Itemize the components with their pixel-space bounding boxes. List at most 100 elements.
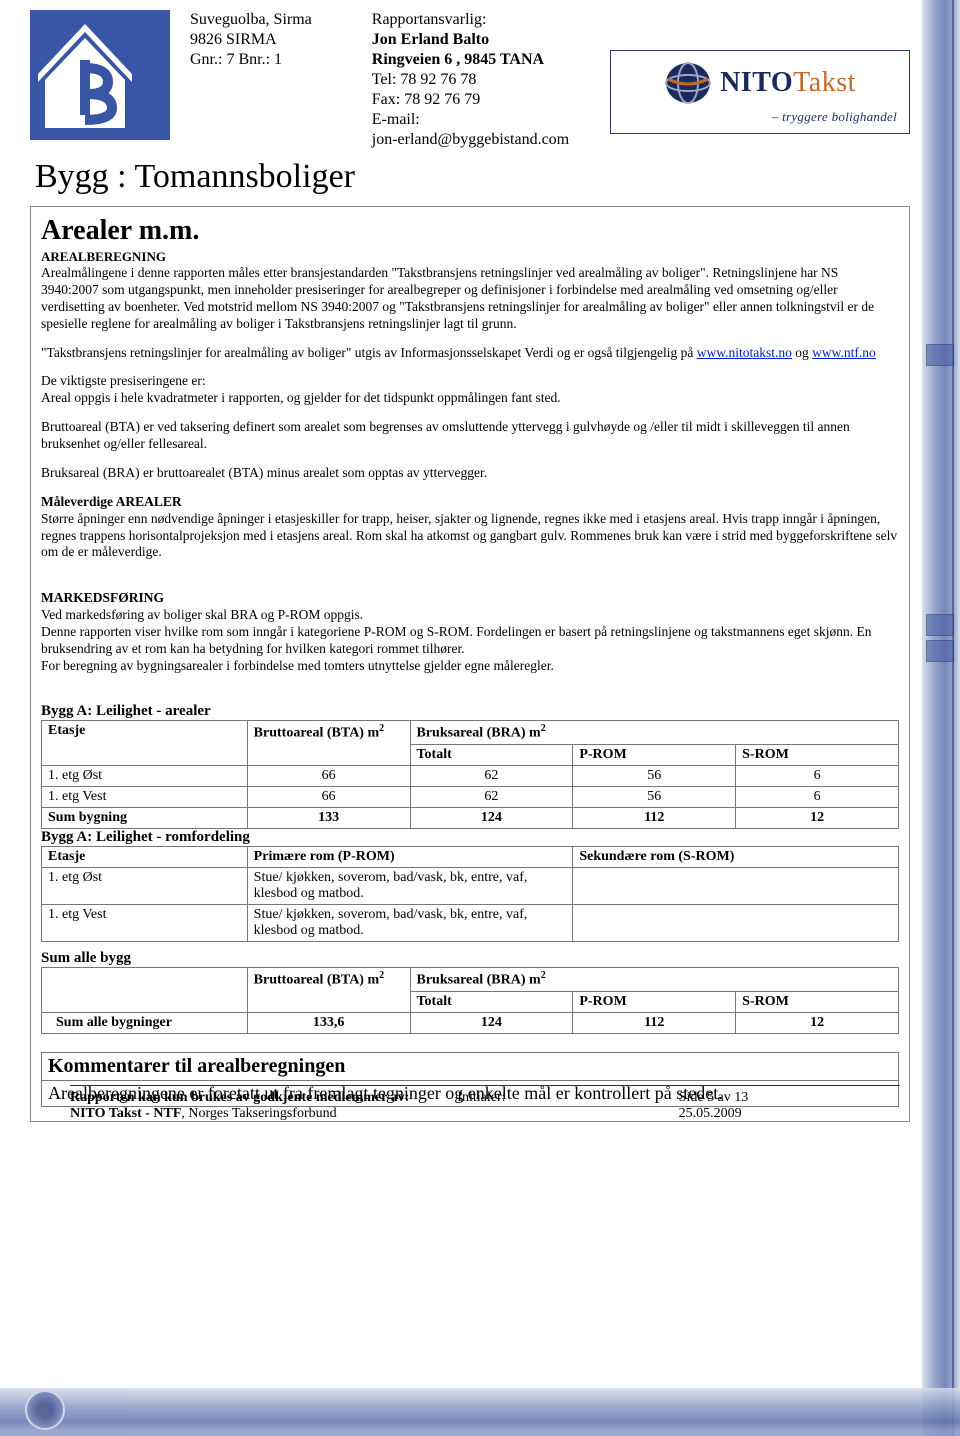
para6-body: Større åpninger enn nødvendige åpninger … [41,511,897,560]
col-etasje-b: Etasje [42,847,248,868]
content-frame: Arealer m.m. AREALBEREGNING Arealmålinge… [30,206,910,1122]
logo-left [30,10,170,140]
sum-alle-title: Sum alle bygg [41,950,899,967]
cell: 62 [410,787,573,808]
rapport-email: jon-erland@byggebistand.com [372,130,569,150]
blank-head [42,968,248,1013]
cell: 124 [410,1012,573,1033]
header-rapport: Rapportansvarlig: Jon Erland Balto Ringv… [372,10,569,150]
cell: Stue/ kjøkken, soverom, bad/vask, bk, en… [247,868,573,905]
para3-block: De viktigste presiseringene er: Areal op… [41,373,899,407]
footer-dato: 25.05.2009 [679,1106,742,1121]
blueprint-border-bottom [0,1388,960,1436]
link-ntf[interactable]: www.ntf.no [812,345,876,360]
col-sek: Sekundære rom (S-ROM) [573,847,899,868]
col-prom: P-ROM [573,745,736,766]
cell: 66 [247,787,410,808]
table-sum-alle: Bruttoareal (BTA) m2 Bruksareal (BRA) m2… [41,967,899,1034]
col-srom-2: S-ROM [736,991,899,1012]
cell: 133 [247,808,410,829]
sum-alle-label: Sum alle bygninger [42,1012,248,1033]
table-a-title: Bygg A: Leilighet - arealer [41,703,899,720]
col-prim: Primære rom (P-ROM) [247,847,573,868]
footer-right: Side 5 av 13 25.05.2009 [679,1090,900,1122]
table-row: 1. etg Øst 66 62 56 6 [42,766,899,787]
table-row: 1. etg Vest Stue/ kjøkken, soverom, bad/… [42,905,899,942]
nito-tagline: – tryggere bolighandel [623,109,897,125]
cell: 12 [736,808,899,829]
col-bra-2: Bruksareal (BRA) m2 [410,968,899,992]
table-row: 1. etg Øst Stue/ kjøkken, soverom, bad/v… [42,868,899,905]
para2-pre: "Takstbransjens retningslinjer for areal… [41,345,697,360]
cell: 56 [573,787,736,808]
col-totalt: Totalt [410,745,573,766]
page-header: Suveguolba, Sirma 9826 SIRMA Gnr.: 7 Bnr… [30,10,910,150]
cell: 1. etg Øst [42,766,248,787]
nito-brand: NITOTakst [720,67,856,98]
cell: 6 [736,766,899,787]
cell: 62 [410,766,573,787]
col-prom-2: P-ROM [573,991,736,1012]
para2: "Takstbransjens retningslinjer for areal… [41,345,899,362]
para3-body: Areal oppgis i hele kvadratmeter i rappo… [41,390,561,405]
cell [573,868,899,905]
para7-body: Ved markedsføring av boliger skal BRA og… [41,607,899,675]
nito-text: NITO [720,67,793,98]
rapport-name: Jon Erland Balto [372,30,569,50]
comment-head: Kommentarer til arealberegningen [42,1053,898,1081]
para7-head: MARKEDSFØRING [41,590,164,605]
rapport-addr: Ringveien 6 , 9845 TANA [372,50,569,70]
takst-text: Takst [793,67,856,98]
para3-head: De viktigste presiseringene er: [41,373,206,388]
para5: Bruksareal (BRA) er bruttoarealet (BTA) … [41,465,899,482]
rapport-fax: Fax: 78 92 76 79 [372,90,569,110]
addr-line1: Suveguolba, Sirma [190,10,312,30]
section-title: Arealer m.m. [41,215,899,247]
para6-block: Måleverdige AREALER Større åpninger enn … [41,494,899,562]
cell: 12 [736,1012,899,1033]
cell: 133,6 [247,1012,410,1033]
rapport-email-label: E-mail: [372,110,569,130]
footer-l2b: , Norges Takseringsforbund [181,1106,336,1121]
arealberegning-head: AREALBEREGNING [41,249,899,265]
page-footer: Rapporten kan kun brukes av godkjente me… [70,1085,900,1122]
cell [573,905,899,942]
col-totalt-2: Totalt [410,991,573,1012]
table-b-title: Bygg A: Leilighet - romfordeling [41,829,899,846]
cell: 6 [736,787,899,808]
para4: Bruttoareal (BTA) er ved taksering defin… [41,419,899,453]
cell: Stue/ kjøkken, soverom, bad/vask, bk, en… [247,905,573,942]
sum-alle-row: Sum alle bygninger 133,6 124 112 12 [42,1012,899,1033]
sum-label: Sum bygning [42,808,248,829]
para2-mid: og [792,345,812,360]
cell: 1. etg Øst [42,868,248,905]
col-srom: S-ROM [736,745,899,766]
table-romfordeling: Etasje Primære rom (P-ROM) Sekundære rom… [41,846,899,942]
para6-head: Måleverdige AREALER [41,494,182,509]
col-bta: Bruttoareal (BTA) m2 [247,721,410,766]
para1: Arealmålingene i denne rapporten måles e… [41,265,899,333]
footer-left: Rapporten kan kun brukes av godkjente me… [70,1090,457,1122]
cell: 112 [573,808,736,829]
cell: 112 [573,1012,736,1033]
footer-l2: NITO Takst - NTF [70,1106,181,1121]
table-arealer: Etasje Bruttoareal (BTA) m2 Bruksareal (… [41,720,899,829]
header-address: Suveguolba, Sirma 9826 SIRMA Gnr.: 7 Bnr… [190,10,312,150]
table-row: 1. etg Vest 66 62 56 6 [42,787,899,808]
nito-sphere-icon [664,59,712,107]
page-title: Bygg : Tomannsboliger [35,158,910,196]
footer-l1: Rapporten kan kun brukes av godkjente me… [70,1090,409,1105]
rapport-label: Rapportansvarlig: [372,10,569,30]
link-nitotakst[interactable]: www.nitotakst.no [697,345,792,360]
rapport-tel: Tel: 78 92 76 78 [372,70,569,90]
cell: 56 [573,766,736,787]
logo-right: NITOTakst – tryggere bolighandel [610,50,910,134]
footer-initialer: Initialer: [457,1090,505,1105]
sum-row: Sum bygning 133 124 112 12 [42,808,899,829]
cell: 66 [247,766,410,787]
para7-block: MARKEDSFØRING Ved markedsføring av bolig… [41,573,899,691]
footer-side: Side 5 av 13 [679,1090,749,1105]
col-bta-2: Bruttoareal (BTA) m2 [247,968,410,1013]
footer-center: Initialer: [457,1090,678,1122]
cell: 124 [410,808,573,829]
